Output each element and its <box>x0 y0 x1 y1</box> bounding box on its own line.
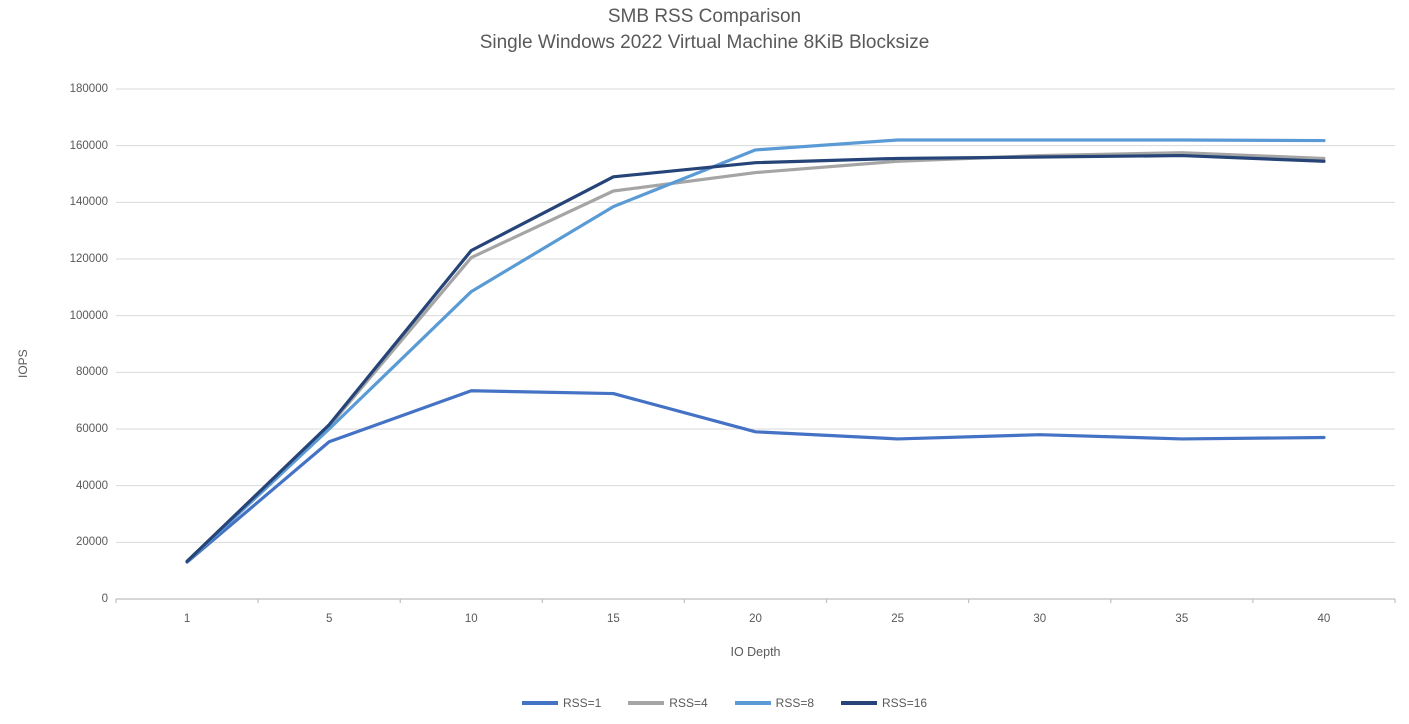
x-tick-label: 5 <box>325 613 333 625</box>
y-tick-label: 180000 <box>69 83 108 95</box>
legend-line-swatch <box>628 701 665 705</box>
legend-item-RSS=4: RSS=4 <box>628 696 708 710</box>
legend-label: RSS=16 <box>882 696 928 710</box>
chart-title: SMB RSS Comparison <box>607 6 802 27</box>
y-tick-label: 100000 <box>69 309 108 322</box>
legend-label: RSS=4 <box>669 696 708 710</box>
y-tick-label: 80000 <box>76 366 108 379</box>
x-tick-label: 1 <box>183 613 191 625</box>
y-tick-label: 140000 <box>69 196 108 209</box>
legend-item-RSS=16: RSS=16 <box>841 696 927 710</box>
legend-label: RSS=1 <box>562 696 602 710</box>
series-line-RSS=1 <box>185 389 1326 564</box>
x-tick-label: 40 <box>1317 613 1331 625</box>
x-tick-label: 15 <box>606 613 620 625</box>
x-tick-label: 35 <box>1175 613 1189 625</box>
x-tick-label: 30 <box>1033 613 1047 625</box>
legend-item-RSS=8: RSS=8 <box>734 696 815 710</box>
legend-line-swatch <box>734 701 771 705</box>
y-tick-label: 20000 <box>76 536 108 549</box>
series-line-RSS=16 <box>185 153 1326 563</box>
chart-subtitle: Single Windows 2022 Virtual Machine 8KiB… <box>479 32 930 53</box>
y-tick-label: 60000 <box>76 423 108 435</box>
legend-line-swatch <box>841 701 878 705</box>
x-tick-label: 20 <box>749 613 762 625</box>
legend-line-swatch <box>521 701 558 705</box>
y-tick-label: 40000 <box>76 479 108 492</box>
chart-title-block: SMB RSS Comparison Single Windows 2022 V… <box>0 4 1409 56</box>
series-line-RSS=8 <box>185 138 1326 564</box>
x-tick-label: 10 <box>464 613 478 625</box>
x-axis-title: IO Depth <box>730 645 781 659</box>
series-line-RSS=4 <box>185 151 1326 564</box>
legend-item-RSS=1: RSS=1 <box>521 696 602 710</box>
y-tick-label: 160000 <box>69 139 108 152</box>
legend: RSS=1 RSS=4 RSS=8 RSS=16 <box>20 696 1409 710</box>
y-tick-label: 0 <box>101 593 108 605</box>
y-axis-title: IOPS <box>16 349 30 378</box>
legend-label: RSS=8 <box>775 696 815 710</box>
y-tick-label: 120000 <box>69 253 108 265</box>
x-tick-label: 25 <box>891 613 905 625</box>
